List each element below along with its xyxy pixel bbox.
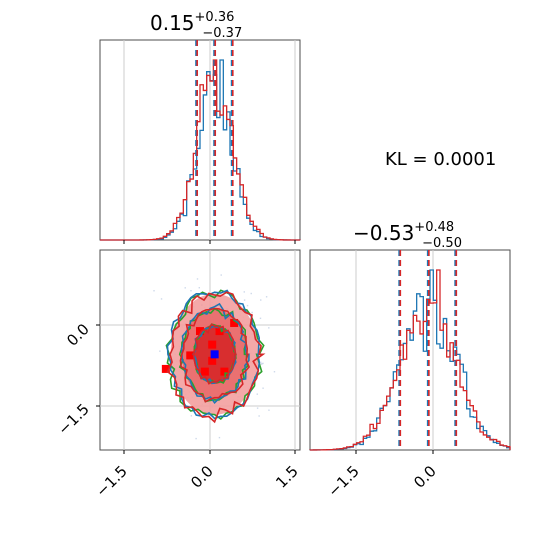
top-histogram-quantile-lines <box>195 40 234 240</box>
scatter-point <box>243 299 246 301</box>
histogram-step-series-1 <box>100 59 301 241</box>
red-marker-0 <box>196 327 204 336</box>
red-marker-1 <box>215 327 224 336</box>
scatter-point <box>268 327 270 329</box>
right-title-plus: +0.48 <box>414 220 454 235</box>
scatter-point <box>199 412 201 414</box>
right-histogram-frame <box>309 249 511 451</box>
red-marker-5 <box>200 367 209 376</box>
contour-1-level-2 <box>166 289 261 420</box>
right-histogram-title: −0.53+0.48 −0.50 <box>353 220 462 251</box>
scatter-point <box>256 393 258 395</box>
scatter-point <box>256 407 259 409</box>
scatter-ytick-label-2: −1.5 <box>54 400 92 438</box>
right-xtick-label-2: 0.0 <box>410 462 440 492</box>
tick-marks <box>96 240 434 454</box>
scatter-point <box>245 397 247 399</box>
scatter-markers <box>161 318 239 376</box>
scatter-point <box>230 410 233 412</box>
kl-divergence-label: KL = 0.0001 <box>385 149 496 170</box>
red-marker-7 <box>161 364 170 373</box>
scatter-point <box>250 292 252 295</box>
top-histogram-title: 0.15+0.36 −0.37 <box>150 10 242 41</box>
scatter-point <box>153 290 155 292</box>
scatter-xtick-label-1: −1.5 <box>92 462 130 500</box>
right-title-minus: −0.50 <box>422 236 462 251</box>
density-contours <box>165 289 266 424</box>
scatter-point <box>220 274 222 276</box>
scatter-ytick-label-1: 0.0 <box>63 320 93 350</box>
red-marker-4 <box>208 356 217 365</box>
red-marker-2 <box>208 340 217 349</box>
scatter-point <box>243 291 245 293</box>
histogram-step-series-1 <box>309 269 511 451</box>
scatter-point <box>184 287 186 289</box>
right-histogram-quantile-lines <box>398 250 458 450</box>
right-title-value: −0.53 <box>353 221 414 245</box>
scatter-point <box>261 363 263 365</box>
scatter-point <box>265 296 268 298</box>
scatter-point <box>198 295 201 297</box>
right-histogram-bars <box>309 269 511 451</box>
scatter-xtick-label-2: 0.0 <box>187 462 217 492</box>
contour-2-level-0 <box>192 323 237 385</box>
red-marker-3 <box>186 351 195 360</box>
top-histogram-panel: 0.15+0.36 −0.37 <box>99 10 301 241</box>
scatter-point <box>262 387 264 389</box>
contour-2-level-2 <box>166 291 266 424</box>
top-title-minus: −0.37 <box>202 26 242 41</box>
scatter-point <box>251 311 253 314</box>
scatter-point <box>190 415 193 417</box>
top-histogram-bars <box>100 59 301 241</box>
right-xtick-label-1: −1.5 <box>324 462 362 500</box>
scatter-xtick-label-3: 1.5 <box>272 462 302 492</box>
scatter-point <box>190 290 192 292</box>
scatter-point <box>273 371 276 373</box>
scatter-point <box>198 287 200 289</box>
top-title-plus: +0.36 <box>195 10 235 25</box>
scatter-point <box>196 278 199 280</box>
scatter-point <box>268 409 270 411</box>
scatter-point <box>260 361 262 363</box>
blue-marker <box>210 350 219 359</box>
red-marker-6 <box>220 367 229 376</box>
red-marker-8 <box>230 318 239 327</box>
contour-2-level-1 <box>179 307 251 403</box>
scatter-point <box>262 362 264 365</box>
scatter-point <box>258 415 260 417</box>
scatter-point <box>259 317 262 320</box>
scatter-point <box>160 298 163 300</box>
scatter-point <box>260 299 262 301</box>
right-histogram-panel: −0.53+0.48 −0.50 <box>309 220 511 451</box>
scatter-point <box>159 350 161 352</box>
scatter-point <box>246 304 249 307</box>
top-title-value: 0.15 <box>150 11 195 35</box>
scatter-panel <box>99 249 301 451</box>
scatter-point <box>260 363 262 365</box>
scatter-point <box>218 436 221 439</box>
scatter-point <box>195 437 197 440</box>
